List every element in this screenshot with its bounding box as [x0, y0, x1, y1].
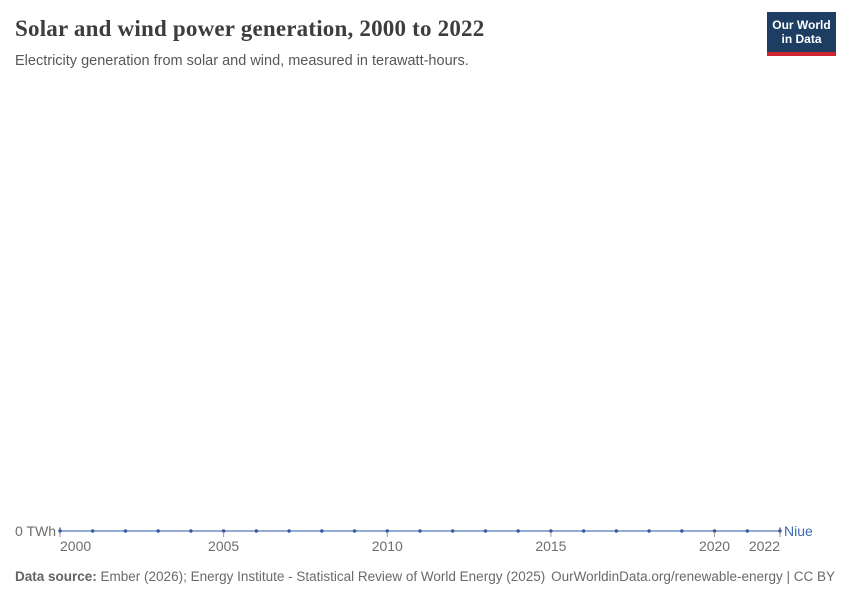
- data-point: [418, 529, 422, 533]
- y-axis-label: 0 TWh: [15, 523, 56, 539]
- entity-label[interactable]: Niue: [784, 523, 813, 539]
- x-tick-label: 2000: [60, 538, 92, 554]
- data-point: [483, 529, 488, 533]
- data-point: [352, 529, 357, 533]
- owid-logo-line2: in Data: [781, 32, 822, 47]
- data-point: [254, 529, 259, 533]
- data-source-line: Data source: Ember (2026); Energy Instit…: [15, 569, 545, 585]
- x-tick-labels: 2000 2005 2010 2015 2020 2022: [0, 538, 850, 556]
- data-point: [647, 529, 651, 533]
- data-point: [156, 529, 160, 533]
- data-point: [320, 529, 324, 533]
- x-tick-label: 2015: [535, 538, 567, 554]
- data-point: [123, 529, 128, 533]
- data-point: [549, 529, 553, 533]
- data-point: [712, 529, 717, 533]
- data-point: [614, 529, 619, 533]
- data-point: [385, 529, 389, 533]
- data-point: [745, 529, 749, 533]
- chart-footer: Data source: Ember (2026); Energy Instit…: [15, 569, 835, 585]
- x-tick-label: 2022: [748, 538, 780, 554]
- data-point: [91, 529, 95, 533]
- x-tick-label: 2020: [698, 538, 731, 554]
- data-point: [221, 529, 226, 533]
- data-point: [451, 529, 455, 533]
- page-title: Solar and wind power generation, 2000 to…: [15, 16, 485, 41]
- data-point: [287, 529, 291, 533]
- data-point: [516, 529, 520, 533]
- data-point: [680, 529, 684, 533]
- data-point: [189, 529, 193, 533]
- owid-logo-line1: Our World: [772, 18, 831, 32]
- data-point: [581, 529, 586, 533]
- x-tick-label: 2005: [208, 538, 240, 554]
- x-tick-label: 2010: [371, 538, 403, 554]
- data-source-text[interactable]: Ember (2026); Energy Institute - Statist…: [96, 569, 546, 584]
- owid-logo[interactable]: Our World in Data: [767, 12, 836, 56]
- footer-link[interactable]: OurWorldinData.org/renewable-energy | CC…: [551, 569, 835, 584]
- chart-header: Solar and wind power generation, 2000 to…: [15, 15, 750, 70]
- chart-subtitle: Electricity generation from solar and wi…: [15, 52, 469, 69]
- data-source-label: Data source:: [15, 569, 97, 584]
